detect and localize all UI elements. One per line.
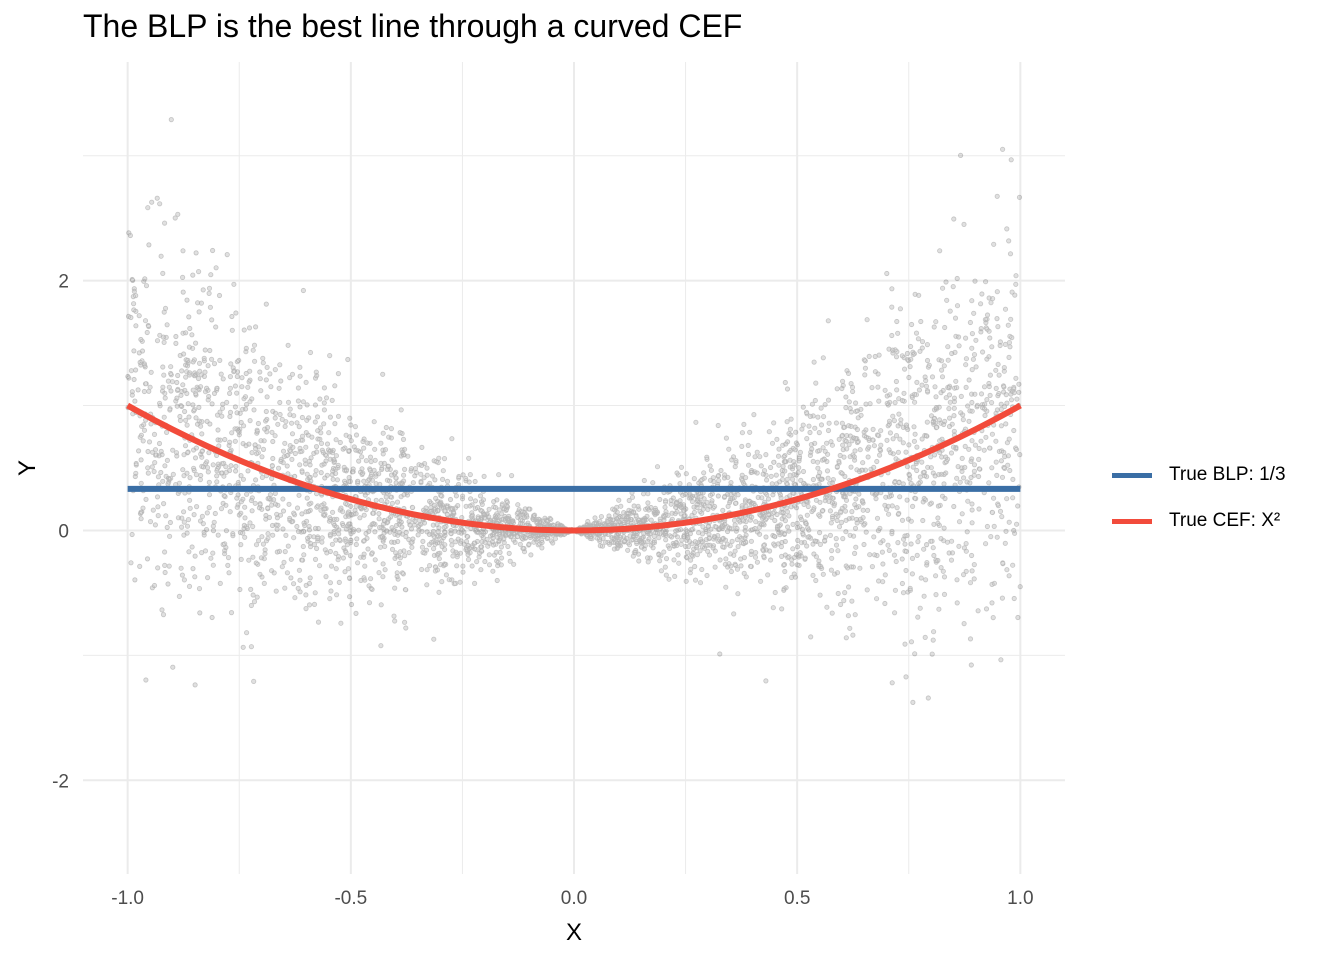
x-tick-label: 0.5: [784, 888, 810, 909]
legend-swatch-cef: [1112, 518, 1152, 524]
legend-swatch-blp: [1112, 472, 1152, 478]
x-tick-label: 1.0: [1007, 888, 1033, 909]
legend-label-blp: True BLP: 1/3: [1169, 464, 1286, 485]
legend-item-cef: True CEF: X²: [1112, 498, 1286, 544]
legend: True BLP: 1/3 True CEF: X²: [1112, 452, 1286, 544]
series-lines: [126, 402, 1022, 534]
y-tick-label: 2: [58, 272, 69, 293]
legend-item-blp: True BLP: 1/3: [1112, 452, 1286, 498]
y-tick-label: -2: [52, 771, 69, 792]
x-tick-label: -0.5: [334, 888, 367, 909]
chart-title: The BLP is the best line through a curve…: [83, 8, 743, 44]
x-tick-label: 0.0: [561, 888, 587, 909]
legend-label-cef: True CEF: X²: [1169, 510, 1281, 531]
x-axis-label: X: [566, 919, 582, 946]
axis-ticks: -1.0 -0.5 0.0 0.5 1.0 -2 0 2: [52, 272, 1033, 909]
y-axis-label: Y: [14, 460, 41, 476]
x-tick-label: -1.0: [111, 888, 144, 909]
y-tick-label: 0: [58, 521, 69, 542]
cef-curve: [126, 402, 1022, 534]
